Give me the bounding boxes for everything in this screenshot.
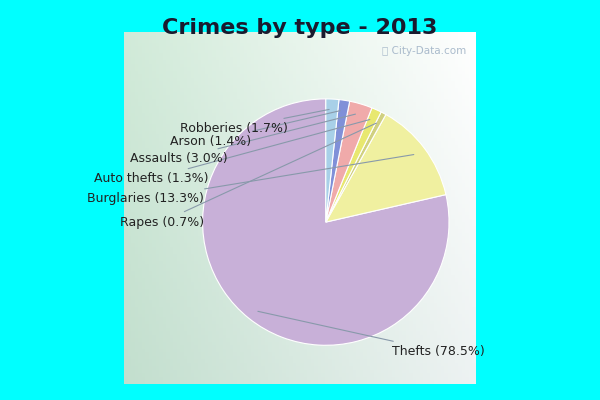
Text: Robberies (1.7%): Robberies (1.7%) [181, 110, 329, 135]
Text: Thefts (78.5%): Thefts (78.5%) [258, 311, 484, 358]
Text: Auto thefts (1.3%): Auto thefts (1.3%) [94, 120, 370, 185]
Wedge shape [326, 101, 372, 222]
Text: Rapes (0.7%): Rapes (0.7%) [119, 123, 376, 228]
Text: ⓘ City-Data.com: ⓘ City-Data.com [382, 46, 467, 56]
Wedge shape [326, 112, 386, 222]
Text: Crimes by type - 2013: Crimes by type - 2013 [163, 18, 437, 38]
Wedge shape [203, 99, 449, 345]
Wedge shape [326, 108, 381, 222]
Text: Arson (1.4%): Arson (1.4%) [170, 111, 340, 148]
Text: Burglaries (13.3%): Burglaries (13.3%) [87, 154, 414, 205]
Text: Assaults (3.0%): Assaults (3.0%) [130, 114, 355, 165]
Wedge shape [326, 114, 446, 222]
Wedge shape [326, 100, 350, 222]
Wedge shape [326, 99, 339, 222]
